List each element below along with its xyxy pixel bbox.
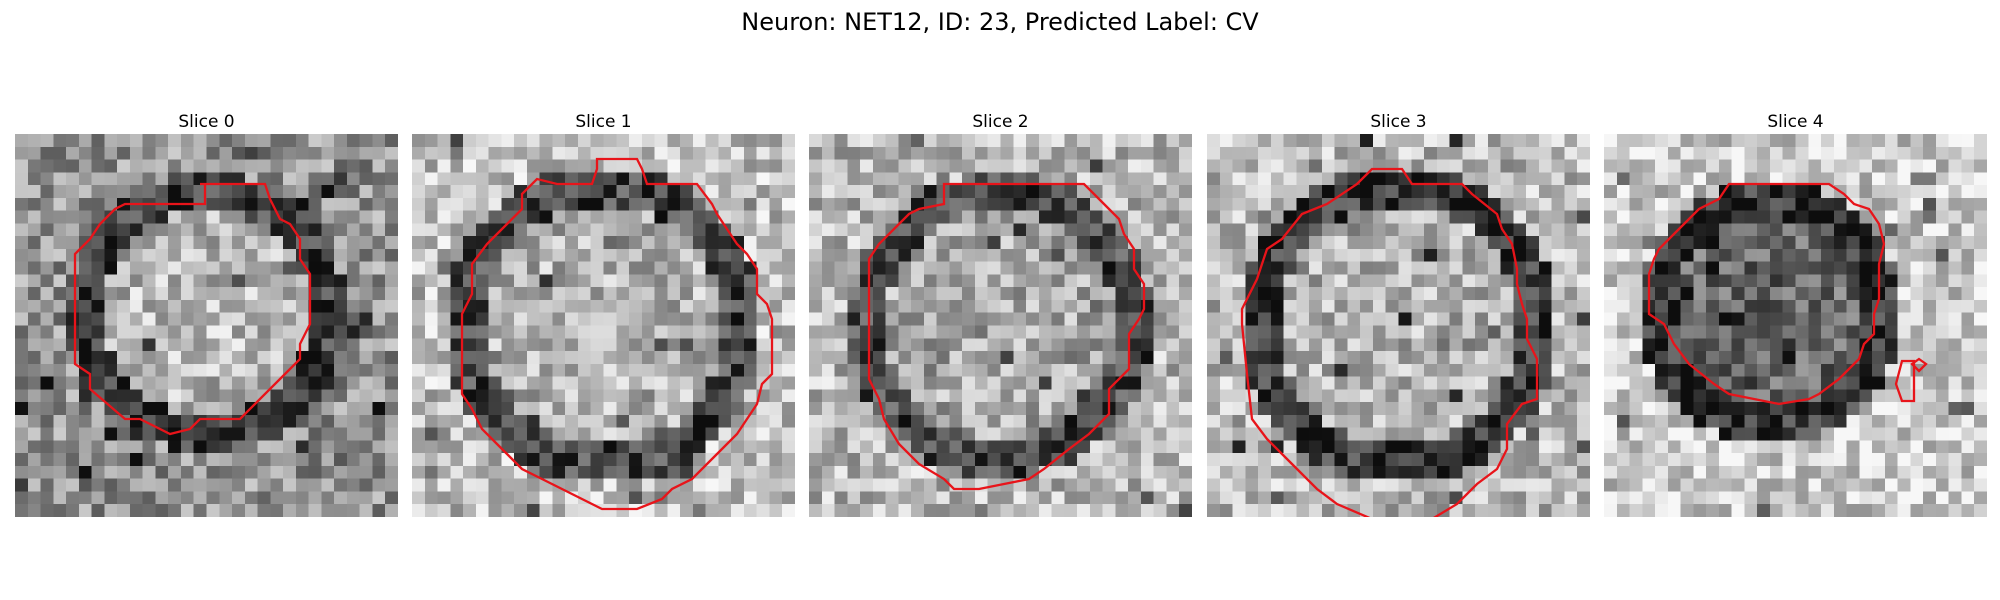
- slice-panel-2: Slice 2: [809, 110, 1192, 517]
- figure-title: Neuron: NET12, ID: 23, Predicted Label: …: [741, 8, 1259, 36]
- slice-canvas-2: [809, 134, 1192, 517]
- slice-panel-3: Slice 3: [1207, 110, 1590, 517]
- slice-title-1: Slice 1: [575, 112, 632, 132]
- slice-overlay-2: [867, 182, 1146, 491]
- neuron-contour-1: [460, 157, 774, 511]
- slice-overlay-0: [73, 182, 312, 436]
- slice-title-2: Slice 2: [972, 112, 1029, 132]
- slice-canvas-1: [412, 134, 795, 517]
- slice-overlay-1: [460, 157, 774, 511]
- neuron-contour-2: [867, 182, 1146, 491]
- slice-canvas-0: [15, 134, 398, 517]
- contour-artifact-diamond: [1910, 357, 1928, 373]
- slice-overlay-4: [1647, 182, 1928, 406]
- slice-image-2: [809, 134, 1192, 517]
- slice-overlay-3: [1240, 167, 1539, 517]
- contour-artifact-small: [1894, 359, 1916, 403]
- slice-image-4: [1604, 134, 1987, 517]
- slice-image-1: [412, 134, 795, 517]
- slice-panel-1: Slice 1: [412, 110, 795, 517]
- slice-panel-4: Slice 4: [1604, 110, 1987, 517]
- slice-title-4: Slice 4: [1767, 112, 1824, 132]
- neuron-contour-0: [73, 182, 312, 436]
- slice-title-3: Slice 3: [1370, 112, 1427, 132]
- slice-canvas-4: [1604, 134, 1987, 517]
- slice-title-0: Slice 0: [178, 112, 235, 132]
- slice-image-3: [1207, 134, 1590, 517]
- slice-panel-0: Slice 0: [15, 110, 398, 517]
- slice-image-0: [15, 134, 398, 517]
- neuron-contour-4: [1647, 182, 1886, 406]
- neuron-contour-3: [1240, 167, 1539, 517]
